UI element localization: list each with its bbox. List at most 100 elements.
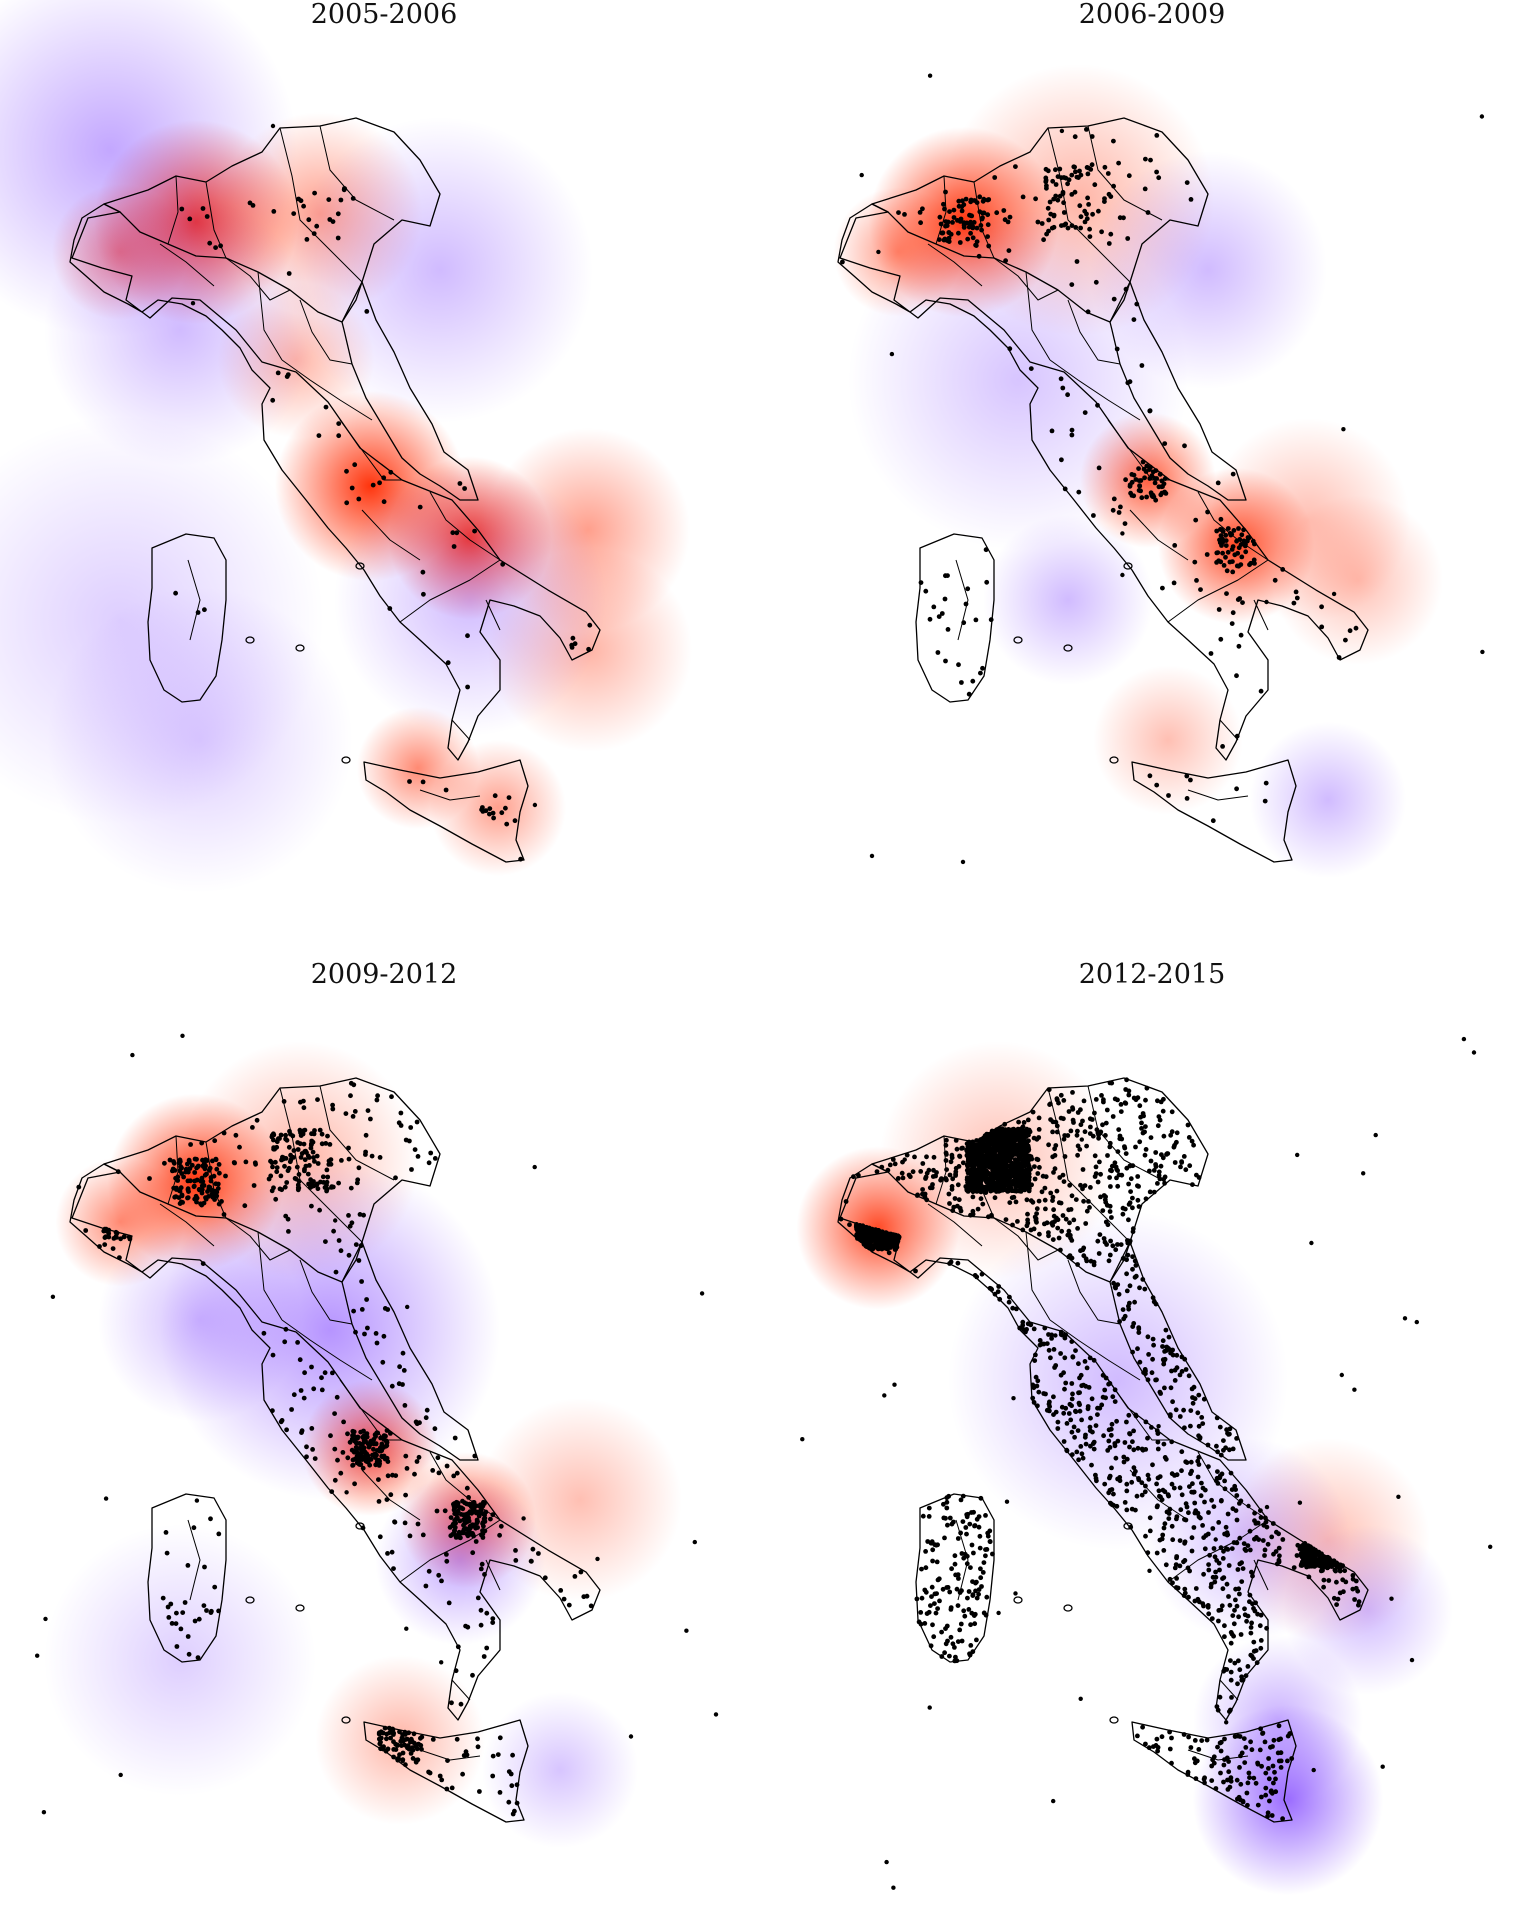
event-point	[1133, 1507, 1138, 1513]
event-point	[1147, 1528, 1153, 1534]
event-point	[1188, 197, 1194, 202]
event-point	[192, 1170, 198, 1175]
event-point	[983, 1553, 988, 1559]
event-point	[970, 1178, 976, 1184]
event-point	[1195, 1474, 1201, 1480]
event-point	[301, 203, 306, 209]
event-point	[1121, 1316, 1127, 1322]
event-point	[1223, 532, 1229, 538]
event-point	[1065, 181, 1070, 187]
event-point	[1132, 1274, 1138, 1280]
event-point	[1168, 1132, 1174, 1138]
event-point	[338, 1470, 344, 1476]
event-point	[453, 1668, 459, 1674]
event-point	[1126, 1217, 1131, 1223]
sicily-outline	[1131, 1719, 1297, 1823]
event-point	[466, 1495, 471, 1500]
event-point	[448, 1515, 454, 1520]
event-point	[954, 1586, 960, 1592]
event-point	[268, 1158, 273, 1164]
event-point	[1084, 216, 1090, 222]
event-point	[473, 1539, 479, 1544]
event-point	[985, 1155, 990, 1161]
event-point	[332, 1477, 338, 1483]
event-point	[982, 1142, 988, 1148]
event-point	[992, 1195, 998, 1201]
event-point	[274, 1165, 280, 1170]
event-point	[291, 211, 297, 217]
event-point	[1169, 1129, 1175, 1135]
event-point	[1071, 1217, 1077, 1223]
event-point	[1109, 1465, 1114, 1471]
event-point	[1294, 1553, 1300, 1558]
event-point	[487, 806, 493, 811]
event-point	[996, 1284, 1002, 1289]
event-point	[1054, 1215, 1059, 1221]
event-point	[964, 1187, 970, 1193]
event-point	[1260, 1538, 1266, 1543]
event-point	[1080, 1167, 1086, 1172]
event-point	[1022, 1157, 1028, 1163]
event-point	[1220, 529, 1226, 534]
event-point	[984, 1594, 990, 1600]
event-point	[1139, 495, 1145, 501]
event-point	[1103, 1194, 1108, 1200]
event-point	[578, 1569, 584, 1575]
event-point	[271, 1185, 276, 1191]
event-point	[1201, 1571, 1206, 1577]
event-point	[1069, 172, 1075, 178]
offshore-point	[1414, 1319, 1419, 1325]
event-point	[1211, 1760, 1217, 1766]
event-point	[1066, 1254, 1072, 1260]
event-point	[403, 1737, 408, 1742]
event-point	[1073, 169, 1078, 175]
event-point	[1142, 1489, 1148, 1495]
event-point	[946, 1191, 952, 1197]
event-point	[1206, 1611, 1212, 1617]
event-point	[1050, 1129, 1055, 1135]
event-point	[1242, 1546, 1248, 1552]
event-point	[943, 219, 949, 225]
event-point	[1228, 1778, 1234, 1784]
mainland-outline	[69, 1163, 601, 1721]
event-point	[346, 1213, 351, 1218]
event-point	[1234, 538, 1239, 544]
event-point	[917, 210, 923, 215]
event-point	[1109, 1215, 1114, 1220]
event-point	[1206, 1567, 1212, 1573]
event-point	[985, 212, 991, 218]
event-point	[460, 1529, 466, 1534]
event-point	[1264, 1625, 1269, 1631]
event-point	[969, 1510, 974, 1515]
event-point	[477, 1789, 482, 1794]
event-point	[1143, 1371, 1148, 1377]
event-point	[1058, 1351, 1063, 1356]
event-point	[980, 1201, 986, 1207]
event-point	[1232, 1483, 1238, 1489]
event-point	[1170, 1399, 1175, 1405]
event-point	[1128, 1176, 1134, 1182]
event-point	[1059, 457, 1064, 463]
event-point	[444, 1463, 450, 1469]
event-point	[194, 1165, 200, 1171]
event-point	[283, 1136, 288, 1142]
event-point	[1025, 1132, 1031, 1137]
event-point	[1128, 1189, 1133, 1194]
event-point	[1347, 628, 1353, 634]
event-point	[514, 1800, 520, 1806]
event-point	[542, 1575, 548, 1581]
event-point	[1181, 1559, 1186, 1565]
event-point	[340, 1450, 346, 1455]
event-point	[1124, 1481, 1130, 1487]
event-point	[947, 1261, 952, 1266]
event-points	[840, 73, 1485, 865]
offshore-point	[270, 123, 276, 129]
event-point	[1133, 1469, 1138, 1474]
event-point	[1071, 164, 1077, 170]
event-point	[943, 189, 948, 195]
event-point	[446, 1600, 452, 1606]
event-point	[1205, 1604, 1211, 1610]
event-point	[298, 1155, 304, 1160]
event-point	[289, 1407, 294, 1412]
event-point	[1164, 1509, 1170, 1515]
